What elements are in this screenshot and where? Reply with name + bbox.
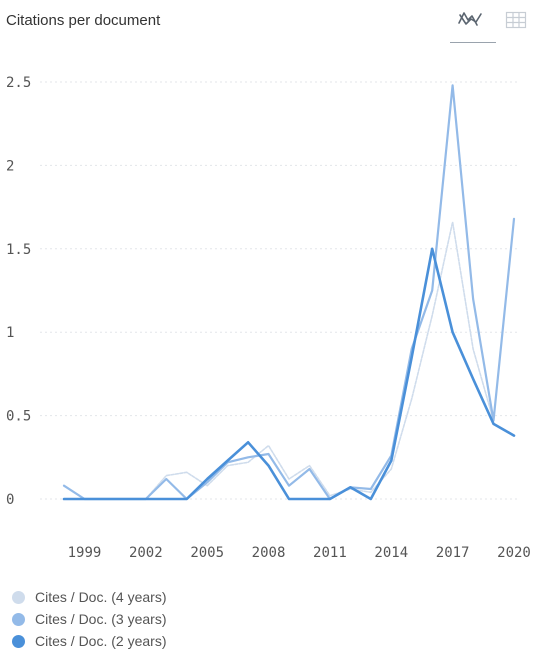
legend-label: Cites / Doc. (4 years) <box>35 589 167 605</box>
legend-item[interactable]: Cites / Doc. (2 years) <box>12 630 166 652</box>
x-tick-label: 2008 <box>252 545 286 561</box>
active-view-indicator <box>450 42 496 43</box>
chart-title: Citations per document <box>6 12 161 29</box>
series-line <box>62 247 516 501</box>
x-tick-label: 2020 <box>497 545 531 561</box>
x-tick-label: 2011 <box>313 545 347 561</box>
legend-swatch <box>12 590 25 604</box>
legend-swatch <box>12 612 25 626</box>
legend-label: Cites / Doc. (2 years) <box>35 633 167 649</box>
y-tick-label: 2 <box>6 158 14 174</box>
chart-header: Citations per document <box>0 0 537 44</box>
table-icon <box>505 11 527 29</box>
legend-label: Cites / Doc. (3 years) <box>35 611 167 627</box>
legend-swatch <box>12 634 25 648</box>
x-tick-label: 1999 <box>68 545 102 561</box>
y-tick-label: 1.5 <box>6 242 31 258</box>
chart-plot: 0 0.5 1 1.5 2 2.5 1999 2002 2005 2008 2011 2014 2017… <box>6 75 531 561</box>
y-tick-label: 2.5 <box>6 75 31 91</box>
x-tick-label: 2002 <box>129 545 163 561</box>
line-chart-icon <box>458 12 482 26</box>
chart-view-button[interactable] <box>456 6 484 34</box>
x-tick-label: 2014 <box>374 545 408 561</box>
legend-item[interactable]: Cites / Doc. (3 years) <box>12 608 166 630</box>
y-tick-label: 0.5 <box>6 409 31 425</box>
chart-legend: Cites / Doc. (4 years) Cites / Doc. (3 ye… <box>12 586 166 652</box>
legend-item[interactable]: Cites / Doc. (4 years) <box>12 586 166 608</box>
y-tick-label: 1 <box>6 325 14 341</box>
x-tick-label: 2005 <box>190 545 224 561</box>
y-tick-label: 0 <box>6 492 14 508</box>
series-line <box>62 84 516 501</box>
x-tick-label: 2017 <box>436 545 470 561</box>
table-view-button[interactable] <box>502 6 530 34</box>
